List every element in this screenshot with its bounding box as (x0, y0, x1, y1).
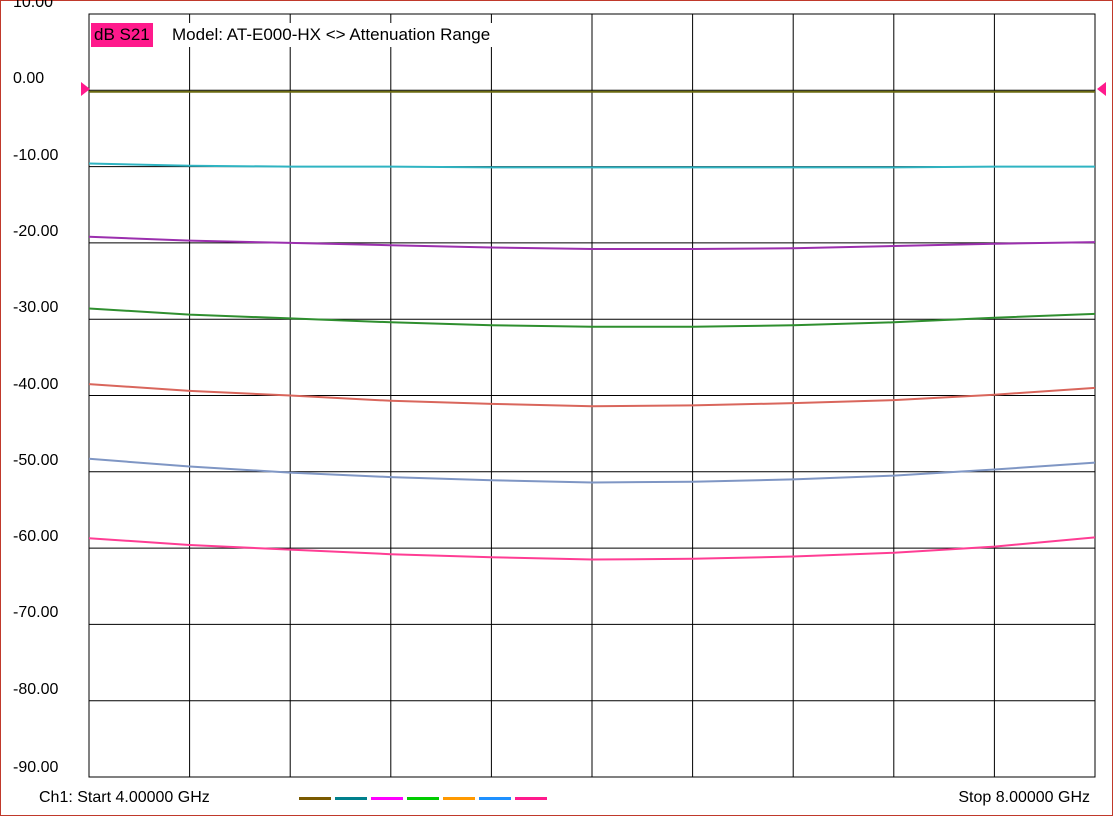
legend-swatch-2 (335, 797, 367, 800)
trace-6 (88, 457, 1096, 484)
legend-swatch-6 (479, 797, 511, 800)
legend-swatch-3 (371, 797, 403, 800)
legend-swatch-7 (515, 797, 547, 800)
trace-legend (299, 797, 547, 800)
start-frequency: Ch1: Start 4.00000 GHz (39, 789, 210, 806)
reference-marker-right-icon (1097, 82, 1106, 96)
measurement-badge[interactable]: dB S21 (91, 23, 153, 47)
trace-2 (88, 162, 1095, 169)
y-tick-label: -50.00 (13, 451, 59, 469)
y-tick-label: -80.00 (13, 680, 59, 698)
legend-swatch-4 (407, 797, 439, 800)
grid (88, 13, 1096, 778)
y-tick-label: 10.00 (13, 0, 54, 11)
chart-title: Model: AT-E000-HX <> Attenuation Range (172, 23, 493, 47)
y-tick-label: -10.00 (13, 146, 59, 164)
stop-frequency: Stop 8.00000 GHz (958, 789, 1090, 806)
y-tick-label: 0.00 (13, 70, 45, 88)
y-tick-label: -60.00 (13, 528, 59, 546)
y-tick-label: -30.00 (13, 299, 59, 317)
legend-swatch-1 (299, 797, 331, 800)
traces (88, 90, 1096, 561)
y-tick-label: -40.00 (13, 375, 59, 393)
reference-marker-left-icon (81, 82, 90, 96)
y-tick-label: -90.00 (13, 759, 59, 776)
y-tick-label: -20.00 (13, 222, 59, 240)
y-tick-label: -70.00 (13, 604, 59, 622)
trace-7 (88, 536, 1096, 561)
trace-4 (88, 307, 1096, 328)
legend-swatch-5 (443, 797, 475, 800)
trace-3 (88, 235, 1096, 250)
trace-5 (88, 383, 1096, 408)
